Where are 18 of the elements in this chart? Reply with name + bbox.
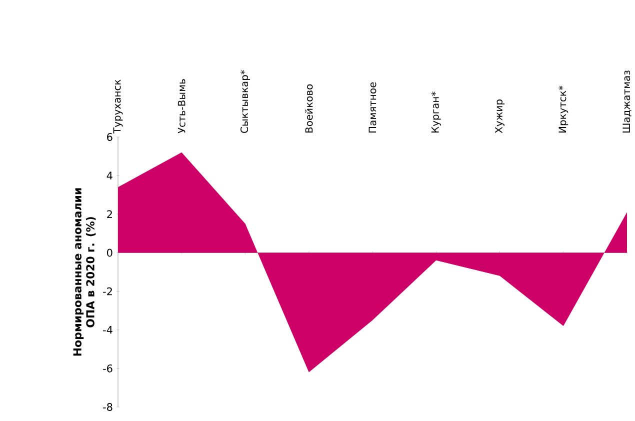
y-tick-label: 0 [107, 248, 112, 257]
y-tick-label: 2 [107, 210, 112, 218]
x-tick-label: Сыктывкар* [240, 70, 250, 133]
y-tick-label: -8 [103, 403, 112, 411]
x-tick-label: Иркутск* [558, 86, 568, 132]
y-tick-label: -4 [103, 326, 112, 334]
y-tick-label: 4 [106, 172, 112, 180]
y-tick-label: 6 [107, 133, 112, 141]
x-tick-label: Туруханск [113, 80, 123, 134]
y-tick-label: -6 [103, 364, 112, 372]
x-tick-label: Курган* [431, 92, 441, 132]
x-tick-label: Памятное [368, 82, 376, 132]
y-tick-label: -2 [103, 287, 112, 296]
y-axis-title: Нормированные аномалии ОПА в 2020 г. (%) [73, 188, 96, 356]
x-tick-label: Шаджатмаз [622, 70, 632, 132]
x-tick-label: Усть-Вымь [178, 79, 186, 134]
x-tick-label: Воейково [305, 84, 313, 132]
x-tick-label: Хужир [495, 100, 504, 134]
